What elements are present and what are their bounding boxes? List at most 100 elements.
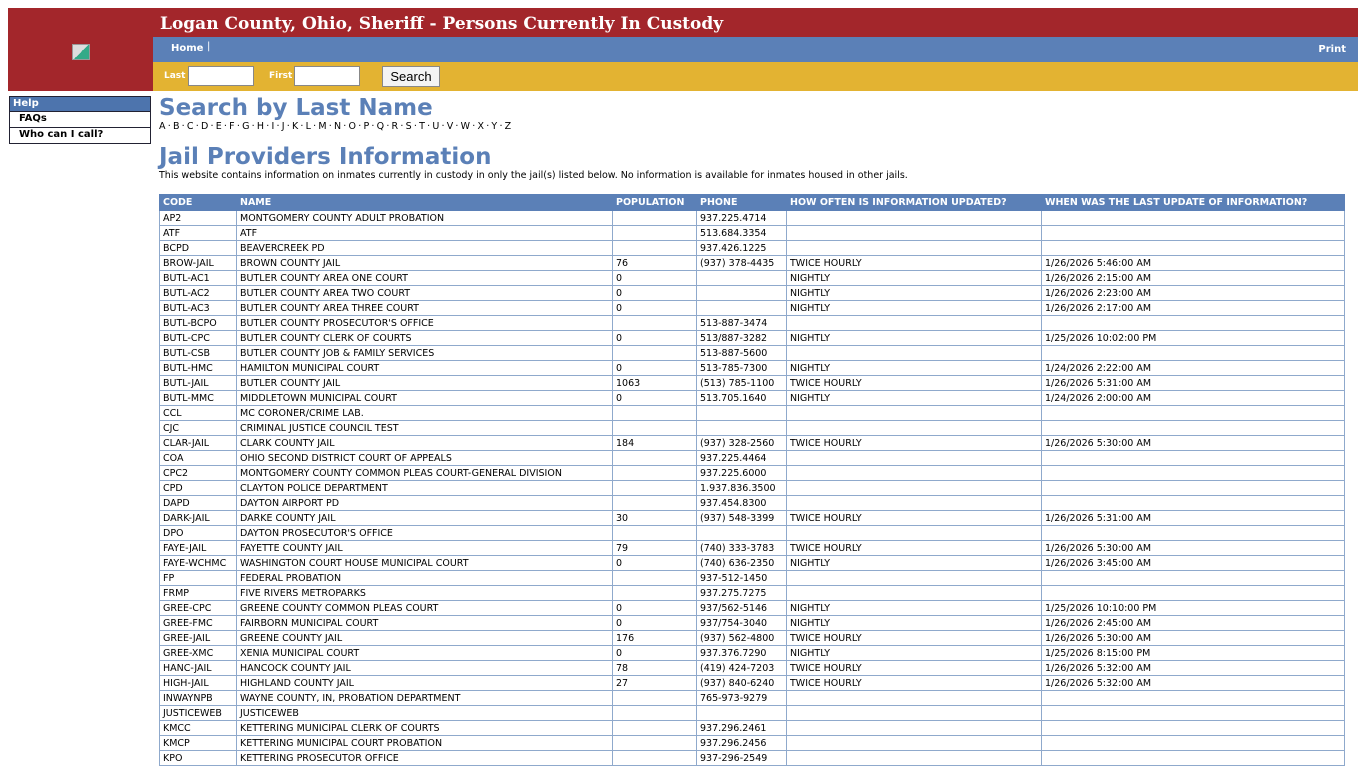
last-name-label: Last: [164, 71, 186, 81]
letter-separator: ·: [286, 121, 290, 132]
cell-name: BUTLER COUNTY CLERK OF COURTS: [236, 330, 613, 346]
cell-code: DAPD: [159, 495, 237, 511]
cell-update-frequency: TWICE HOURLY: [786, 375, 1042, 391]
cell-last-update: [1041, 465, 1345, 481]
letter-link-i[interactable]: I: [271, 121, 275, 132]
nav-home-link[interactable]: Home: [171, 43, 204, 54]
sidebar-item-who-can-i-call[interactable]: Who can I call?: [19, 129, 104, 140]
cell-last-update: 1/26/2026 5:31:00 AM: [1041, 375, 1345, 391]
cell-last-update: 1/26/2026 5:30:00 AM: [1041, 435, 1345, 451]
cell-population: [612, 720, 697, 736]
table-row: BUTL-MMC MIDDLETOWN MUNICIPAL COURT 0 513.7…: [159, 390, 1345, 406]
cell-update-frequency: [786, 720, 1042, 736]
help-heading: Help: [10, 97, 150, 112]
cell-phone: (513) 785-1100: [696, 375, 787, 391]
letter-separator: ·: [400, 121, 404, 132]
cell-code: CCL: [159, 405, 237, 421]
cell-name: KETTERING PROSECUTOR OFFICE: [236, 750, 613, 766]
cell-code: ATF: [159, 225, 237, 241]
table-row: BCPD BEAVERCREEK PD 937.426.1225: [159, 240, 1345, 256]
letter-link-q[interactable]: Q: [376, 121, 385, 132]
cell-update-frequency: TWICE HOURLY: [786, 675, 1042, 691]
cell-update-frequency: [786, 345, 1042, 361]
cell-phone: 937.376.7290: [696, 645, 787, 661]
cell-name: HAMILTON MUNICIPAL COURT: [236, 360, 613, 376]
cell-last-update: [1041, 570, 1345, 586]
cell-population: 0: [612, 360, 697, 376]
table-row: KPO KETTERING PROSECUTOR OFFICE 937-296-25…: [159, 750, 1345, 766]
cell-last-update: [1041, 705, 1345, 721]
letter-separator: ·: [486, 121, 490, 132]
letter-link-x[interactable]: X: [477, 121, 485, 132]
letter-link-d[interactable]: D: [200, 121, 209, 132]
cell-name: OHIO SECOND DISTRICT COURT OF APPEALS: [236, 450, 613, 466]
letter-separator: ·: [223, 121, 228, 132]
cell-phone: 937.296.2461: [696, 720, 787, 736]
letter-link-w[interactable]: W: [460, 121, 471, 132]
letter-link-j[interactable]: J: [281, 121, 285, 132]
cell-update-frequency: [786, 225, 1042, 241]
cell-phone: 513.705.1640: [696, 390, 787, 406]
last-name-input[interactable]: [188, 66, 254, 86]
cell-phone: 937.225.4464: [696, 450, 787, 466]
cell-update-frequency: [786, 405, 1042, 421]
letter-link-o[interactable]: O: [348, 121, 357, 132]
letter-link-v[interactable]: V: [446, 121, 454, 132]
cell-name: HANCOCK COUNTY JAIL: [236, 660, 613, 676]
cell-code: BUTL-AC2: [159, 285, 237, 301]
col-name: NAME: [236, 194, 613, 211]
letter-link-a[interactable]: A: [159, 121, 166, 132]
search-button[interactable]: Search: [382, 66, 440, 87]
letter-separator: ·: [300, 121, 304, 132]
cell-name: BUTLER COUNTY JOB & FAMILY SERVICES: [236, 345, 613, 361]
cell-code: FAYE-JAIL: [159, 540, 237, 556]
letter-link-r[interactable]: R: [391, 121, 399, 132]
cell-last-update: [1041, 720, 1345, 736]
cell-last-update: 1/25/2026 10:10:00 PM: [1041, 600, 1345, 616]
cell-update-frequency: [786, 450, 1042, 466]
cell-code: DARK-JAIL: [159, 510, 237, 526]
cell-last-update: [1041, 495, 1345, 511]
sidebar-item-faqs[interactable]: FAQs: [10, 112, 150, 128]
letter-link-c[interactable]: C: [186, 121, 194, 132]
letter-link-p[interactable]: P: [363, 121, 370, 132]
letter-link-y[interactable]: Y: [491, 121, 498, 132]
cell-phone: (937) 328-2560: [696, 435, 787, 451]
letter-separator: ·: [167, 121, 171, 132]
letter-link-s[interactable]: S: [405, 121, 412, 132]
cell-name: GREENE COUNTY COMMON PLEAS COURT: [236, 600, 613, 616]
cell-code: FP: [159, 570, 237, 586]
letter-link-b[interactable]: B: [172, 121, 180, 132]
cell-population: [612, 315, 697, 331]
letter-separator: ·: [441, 121, 445, 132]
print-link[interactable]: Print: [1318, 44, 1346, 55]
nav-bar: Home | Print: [153, 37, 1358, 62]
letter-link-f[interactable]: F: [229, 121, 235, 132]
table-row: AP2 MONTGOMERY COUNTY ADULT PROBATION 937.…: [159, 210, 1345, 226]
cell-phone: 765-973-9279: [696, 690, 787, 706]
letter-link-e[interactable]: E: [215, 121, 222, 132]
cell-code: HANC-JAIL: [159, 660, 237, 676]
letter-link-k[interactable]: K: [291, 121, 299, 132]
cell-update-frequency: [786, 750, 1042, 766]
letter-link-m[interactable]: M: [318, 121, 327, 132]
letter-link-z[interactable]: Z: [504, 121, 512, 132]
cell-code: BUTL-CPC: [159, 330, 237, 346]
letter-link-g[interactable]: G: [242, 121, 250, 132]
letter-link-t[interactable]: T: [419, 121, 426, 132]
cell-last-update: 1/26/2026 5:30:00 AM: [1041, 630, 1345, 646]
cell-code: CJC: [159, 420, 237, 436]
table-row: JUSTICEWEB JUSTICEWEB: [159, 705, 1345, 721]
cell-code: FRMP: [159, 585, 237, 601]
letter-separator: ·: [236, 121, 241, 132]
first-name-input[interactable]: [294, 66, 360, 86]
letter-link-n[interactable]: N: [333, 121, 342, 132]
letter-link-u[interactable]: U: [432, 121, 440, 132]
cell-code: INWAYNPB: [159, 690, 237, 706]
cell-code: KPO: [159, 750, 237, 766]
cell-phone: (937) 378-4435: [696, 255, 787, 271]
letter-link-l[interactable]: L: [305, 121, 312, 132]
letter-link-h[interactable]: H: [256, 121, 265, 132]
table-row: CJC CRIMINAL JUSTICE COUNCIL TEST: [159, 420, 1345, 436]
table-row: COA OHIO SECOND DISTRICT COURT OF APPEALS…: [159, 450, 1345, 466]
